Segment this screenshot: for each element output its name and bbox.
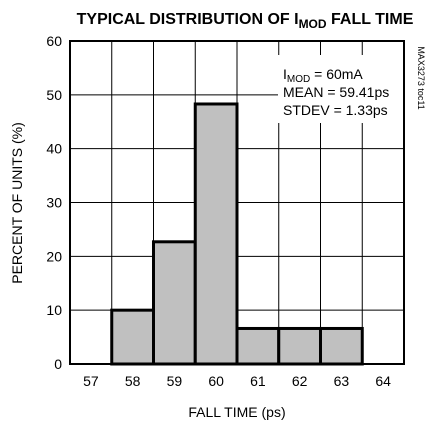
y-tick-label: 10 xyxy=(46,302,62,318)
annotation-mean: MEAN = 59.41ps xyxy=(283,84,389,100)
y-tick-label: 30 xyxy=(46,195,62,211)
x-tick-label: 59 xyxy=(167,373,183,389)
x-tick-label: 64 xyxy=(375,373,391,389)
x-tick-label: 57 xyxy=(83,373,99,389)
side-label: MAX3273 toc11 xyxy=(416,46,426,109)
x-tick-label: 61 xyxy=(250,373,266,389)
plot-frame xyxy=(69,40,405,365)
bar-58 xyxy=(110,308,155,366)
x-tick-label: 63 xyxy=(334,373,350,389)
chart-title: TYPICAL DISTRIBUTION OF IMOD FALL TIME xyxy=(77,11,414,31)
y-tick-label: 20 xyxy=(46,248,62,264)
y-axis-ticks: 0 10 20 30 40 50 60 xyxy=(46,33,62,372)
x-tick-label: 58 xyxy=(125,373,141,389)
y-tick-label: 0 xyxy=(54,356,62,372)
bar-63 xyxy=(319,326,364,366)
x-tick-label: 62 xyxy=(292,373,308,389)
bar-61 xyxy=(235,326,281,366)
annotation-background xyxy=(278,55,404,123)
x-axis-label: FALL TIME (ps) xyxy=(188,404,285,420)
y-axis-label: PERCENT OF UNITS (%) xyxy=(9,122,25,284)
chart-title-subscript: MOD xyxy=(299,17,327,31)
annotation-imod: IMOD = 60mA xyxy=(283,66,363,85)
bar-59 xyxy=(152,240,197,366)
y-tick-label: 50 xyxy=(46,87,62,103)
y-tick-label: 40 xyxy=(46,141,62,157)
annotation-stdev: STDEV = 1.33ps xyxy=(283,102,388,118)
x-tick-label: 60 xyxy=(208,373,224,389)
bars xyxy=(110,102,364,366)
bar-60 xyxy=(193,102,239,366)
x-axis-ticks: 57 58 59 60 61 62 63 64 xyxy=(83,373,391,389)
bar-62 xyxy=(277,326,322,366)
y-tick-label: 60 xyxy=(46,33,62,49)
